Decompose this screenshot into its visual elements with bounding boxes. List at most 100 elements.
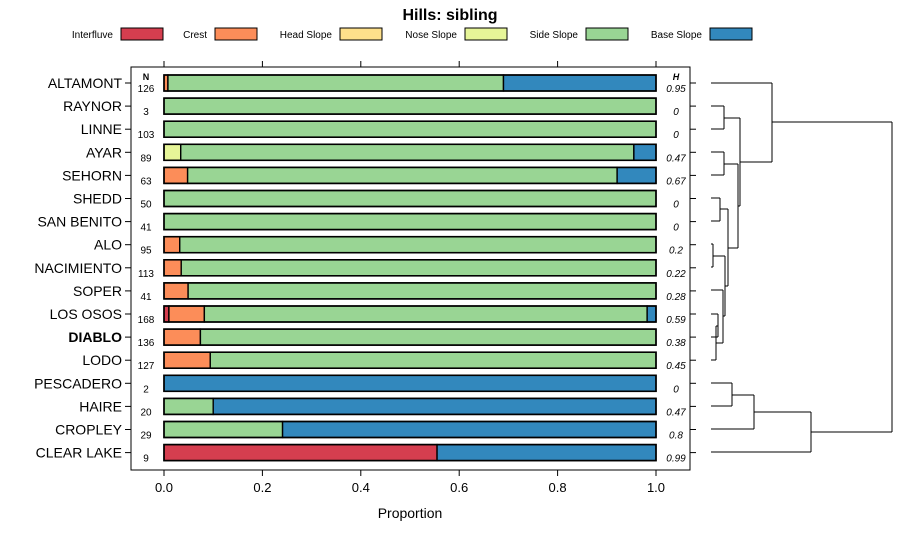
category-label: PESCADERO <box>34 375 122 391</box>
bar-outline <box>163 166 657 185</box>
h-value: 0.2 <box>669 246 683 257</box>
bar-segment <box>180 143 635 162</box>
bar-segment <box>163 189 657 208</box>
bar-segment <box>163 282 189 300</box>
x-tick-label: 1.0 <box>647 480 665 495</box>
bar-segment <box>209 351 657 369</box>
bar-segment <box>163 397 214 416</box>
n-value: 41 <box>140 223 152 234</box>
n-value: 41 <box>140 292 152 303</box>
bar-segment <box>281 420 657 439</box>
bar-segment <box>186 166 618 185</box>
n-value: 89 <box>140 153 152 164</box>
legend-label: Crest <box>183 30 207 41</box>
bar-segment <box>180 259 657 277</box>
bar-segment <box>167 74 505 92</box>
bar-outline <box>163 351 657 370</box>
h-value: 0.8 <box>669 431 683 442</box>
legend-label: Head Slope <box>280 30 333 41</box>
dendrogram-branch <box>711 243 714 268</box>
x-tick-label: 0.4 <box>352 480 370 495</box>
n-value: 168 <box>138 315 155 326</box>
category-label: LODO <box>82 352 122 368</box>
legend-label: Side Slope <box>530 30 579 41</box>
bar-segment <box>163 259 182 277</box>
category-label: SOPER <box>73 283 122 299</box>
legend-swatch <box>339 27 383 41</box>
bar-segment <box>163 351 211 369</box>
dendrogram-branch <box>711 411 812 453</box>
n-value: 113 <box>138 269 154 280</box>
n-value: 136 <box>138 338 155 349</box>
n-value: 20 <box>140 407 152 418</box>
h-value: 0.22 <box>666 269 686 280</box>
dendrogram-branch <box>711 151 725 176</box>
category-label: LOS OSOS <box>50 306 122 322</box>
bar-segment <box>163 235 181 254</box>
category-label: CLEAR LAKE <box>36 445 122 461</box>
h-value: 0.99 <box>666 454 686 465</box>
n-value: 29 <box>140 431 152 442</box>
category-label: ALTAMONT <box>48 75 123 91</box>
h-value: 0 <box>673 130 679 141</box>
category-label: AYAR <box>86 144 122 160</box>
bar-outline <box>163 374 657 393</box>
h-value: 0.28 <box>666 292 686 303</box>
x-tick-label: 0.8 <box>549 480 567 495</box>
h-value: 0.67 <box>666 176 686 187</box>
bar-outline <box>163 328 657 346</box>
h-value: 0.59 <box>666 315 686 326</box>
bar-outline <box>163 189 657 208</box>
plot-frame <box>130 66 691 471</box>
bar-outline <box>163 397 657 416</box>
h-value: 0 <box>673 107 679 118</box>
bar-outline <box>163 143 657 162</box>
n-value: 63 <box>140 176 152 187</box>
bar-segment <box>163 120 657 138</box>
h-value: 0.47 <box>666 407 686 418</box>
dendrogram-branch <box>711 382 733 407</box>
n-value: 95 <box>140 246 152 257</box>
bar-outline <box>163 74 657 92</box>
bar-segment <box>436 443 657 462</box>
h-value: 0 <box>673 200 679 211</box>
x-tick-label: 0.0 <box>155 480 173 495</box>
x-tick-label: 0.6 <box>450 480 468 495</box>
bar-outline <box>163 97 657 115</box>
n-value: 2 <box>143 384 149 395</box>
bar-outline <box>163 420 657 439</box>
bar-segment <box>163 443 438 462</box>
bar-segment <box>163 143 182 162</box>
h-value: 0.47 <box>666 153 686 164</box>
dendrogram-branch <box>711 82 773 163</box>
bar-segment <box>203 305 648 323</box>
x-axis-label: Proportion <box>378 505 443 521</box>
h-value: 0.38 <box>666 338 686 349</box>
legend-swatch <box>120 27 164 41</box>
category-label: LINNE <box>81 121 122 137</box>
dendrogram <box>711 82 893 453</box>
n-value: 103 <box>138 130 155 141</box>
legend-label: Base Slope <box>651 30 703 41</box>
h-column-header: H <box>673 72 680 82</box>
category-label: SAN BENITO <box>37 214 122 230</box>
bar-outline <box>163 212 657 231</box>
n-value: 9 <box>143 454 149 465</box>
h-value: 0.95 <box>666 84 686 95</box>
bar-segment <box>199 328 657 346</box>
bar-segment <box>163 166 189 185</box>
category-label: ALO <box>94 237 122 253</box>
n-value: 127 <box>138 361 155 372</box>
bar-outline <box>163 120 657 138</box>
h-value: 0.45 <box>666 361 686 372</box>
category-label: DIABLO <box>68 329 122 345</box>
bar-outline <box>163 258 657 277</box>
bar-segment <box>179 235 657 254</box>
bar-outline <box>163 235 657 254</box>
bar-segment <box>163 212 657 231</box>
n-value: 50 <box>140 200 152 211</box>
dendrogram-branch <box>720 208 729 287</box>
n-value: 126 <box>138 84 155 95</box>
